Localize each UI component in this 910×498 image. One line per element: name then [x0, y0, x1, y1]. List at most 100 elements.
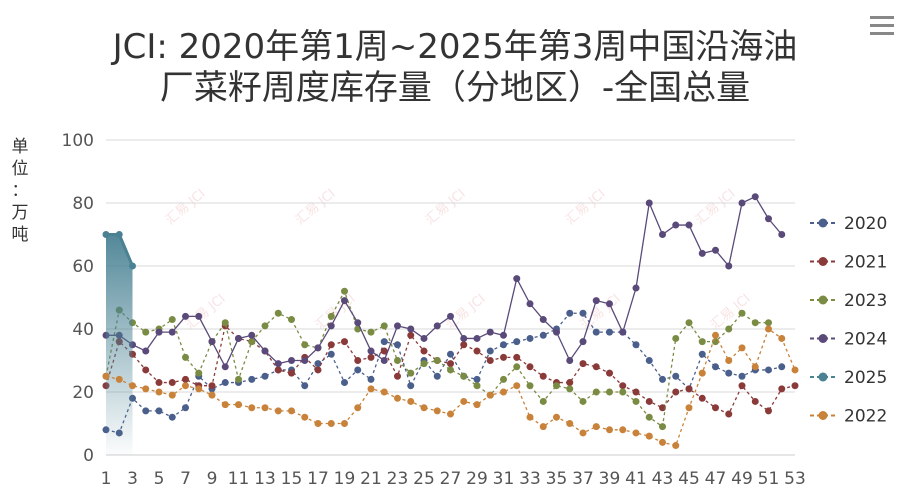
- point-2021[interactable]: [778, 385, 786, 393]
- point-2024[interactable]: [619, 328, 627, 336]
- point-2020[interactable]: [248, 375, 256, 383]
- point-2024[interactable]: [685, 221, 693, 229]
- point-2024[interactable]: [778, 231, 786, 238]
- point-2024[interactable]: [221, 363, 229, 371]
- point-2022[interactable]: [460, 397, 468, 405]
- point-2022[interactable]: [513, 382, 521, 390]
- point-2020[interactable]: [500, 341, 507, 349]
- point-2020[interactable]: [433, 372, 441, 380]
- point-2023[interactable]: [168, 316, 176, 324]
- point-2024[interactable]: [473, 334, 481, 342]
- point-2024[interactable]: [526, 300, 534, 308]
- point-2020[interactable]: [645, 357, 653, 364]
- point-2023[interactable]: [367, 328, 375, 336]
- point-2024[interactable]: [659, 231, 666, 238]
- point-2020[interactable]: [632, 341, 640, 349]
- point-2024[interactable]: [539, 316, 547, 324]
- point-2024[interactable]: [420, 334, 428, 342]
- legend-item-2025[interactable]: 2025: [810, 368, 887, 388]
- point-2023[interactable]: [632, 397, 640, 405]
- point-2022[interactable]: [274, 407, 282, 415]
- point-2021[interactable]: [142, 366, 150, 374]
- point-2020[interactable]: [168, 413, 176, 421]
- point-2021[interactable]: [659, 404, 666, 412]
- point-2021[interactable]: [486, 357, 494, 364]
- point-2023[interactable]: [698, 338, 706, 346]
- point-2020[interactable]: [539, 331, 547, 339]
- point-2021[interactable]: [460, 341, 468, 349]
- point-2022[interactable]: [486, 391, 494, 399]
- point-2020[interactable]: [698, 350, 706, 358]
- point-2022[interactable]: [235, 401, 242, 409]
- point-2021[interactable]: [539, 372, 547, 380]
- point-2022[interactable]: [314, 420, 322, 427]
- point-2021[interactable]: [751, 397, 759, 405]
- point-2020[interactable]: [712, 363, 719, 371]
- point-2024[interactable]: [566, 357, 574, 364]
- point-2021[interactable]: [354, 357, 362, 364]
- point-2022[interactable]: [208, 391, 216, 399]
- point-2023[interactable]: [433, 357, 441, 364]
- point-2022[interactable]: [791, 366, 799, 374]
- point-2023[interactable]: [142, 328, 150, 336]
- point-2022[interactable]: [751, 363, 759, 371]
- point-2023[interactable]: [407, 369, 415, 377]
- point-2024[interactable]: [261, 347, 269, 355]
- point-2024[interactable]: [460, 334, 468, 342]
- point-2025[interactable]: [129, 262, 136, 270]
- point-2022[interactable]: [738, 344, 746, 352]
- point-2021[interactable]: [619, 382, 627, 390]
- point-2023[interactable]: [553, 382, 560, 390]
- point-2020[interactable]: [314, 360, 322, 368]
- point-2022[interactable]: [420, 404, 428, 412]
- point-2024[interactable]: [645, 199, 653, 207]
- point-2024[interactable]: [672, 221, 680, 229]
- point-2022[interactable]: [195, 385, 203, 393]
- point-2022[interactable]: [261, 404, 269, 412]
- point-2023[interactable]: [566, 385, 574, 393]
- point-2023[interactable]: [261, 322, 269, 330]
- point-2023[interactable]: [685, 319, 693, 327]
- point-2022[interactable]: [115, 375, 123, 383]
- point-2021[interactable]: [208, 382, 216, 390]
- point-2022[interactable]: [129, 382, 136, 390]
- point-2024[interactable]: [592, 297, 600, 305]
- point-2020[interactable]: [765, 366, 772, 374]
- point-2020[interactable]: [447, 350, 454, 358]
- point-2023[interactable]: [274, 309, 282, 317]
- point-2022[interactable]: [155, 388, 163, 396]
- point-2024[interactable]: [751, 193, 759, 201]
- point-2024[interactable]: [288, 357, 295, 364]
- point-2020[interactable]: [354, 366, 362, 374]
- point-2024[interactable]: [354, 319, 362, 327]
- point-2023[interactable]: [500, 375, 507, 383]
- point-2020[interactable]: [182, 404, 189, 412]
- point-2024[interactable]: [380, 357, 388, 364]
- point-2022[interactable]: [473, 401, 481, 409]
- point-2022[interactable]: [765, 325, 772, 333]
- point-2024[interactable]: [513, 275, 521, 283]
- point-2022[interactable]: [645, 432, 653, 440]
- point-2022[interactable]: [592, 423, 600, 431]
- point-2023[interactable]: [606, 388, 613, 396]
- point-2022[interactable]: [221, 401, 229, 409]
- point-2020[interactable]: [526, 334, 534, 342]
- point-2023[interactable]: [619, 388, 627, 396]
- point-2020[interactable]: [380, 338, 388, 346]
- point-2022[interactable]: [447, 410, 454, 418]
- point-2022[interactable]: [327, 420, 335, 427]
- point-2022[interactable]: [354, 404, 362, 412]
- point-2023[interactable]: [659, 423, 666, 431]
- legend-item-2022[interactable]: 2022: [810, 407, 887, 427]
- point-2024[interactable]: [447, 312, 454, 320]
- point-2020[interactable]: [778, 363, 786, 371]
- point-2023[interactable]: [341, 287, 348, 295]
- point-2023[interactable]: [513, 363, 521, 371]
- point-2021[interactable]: [685, 385, 693, 393]
- point-2022[interactable]: [606, 426, 613, 434]
- point-2024[interactable]: [765, 215, 772, 223]
- point-2024[interactable]: [248, 331, 256, 339]
- point-2024[interactable]: [155, 328, 163, 336]
- point-2023[interactable]: [394, 357, 401, 364]
- point-2021[interactable]: [645, 397, 653, 405]
